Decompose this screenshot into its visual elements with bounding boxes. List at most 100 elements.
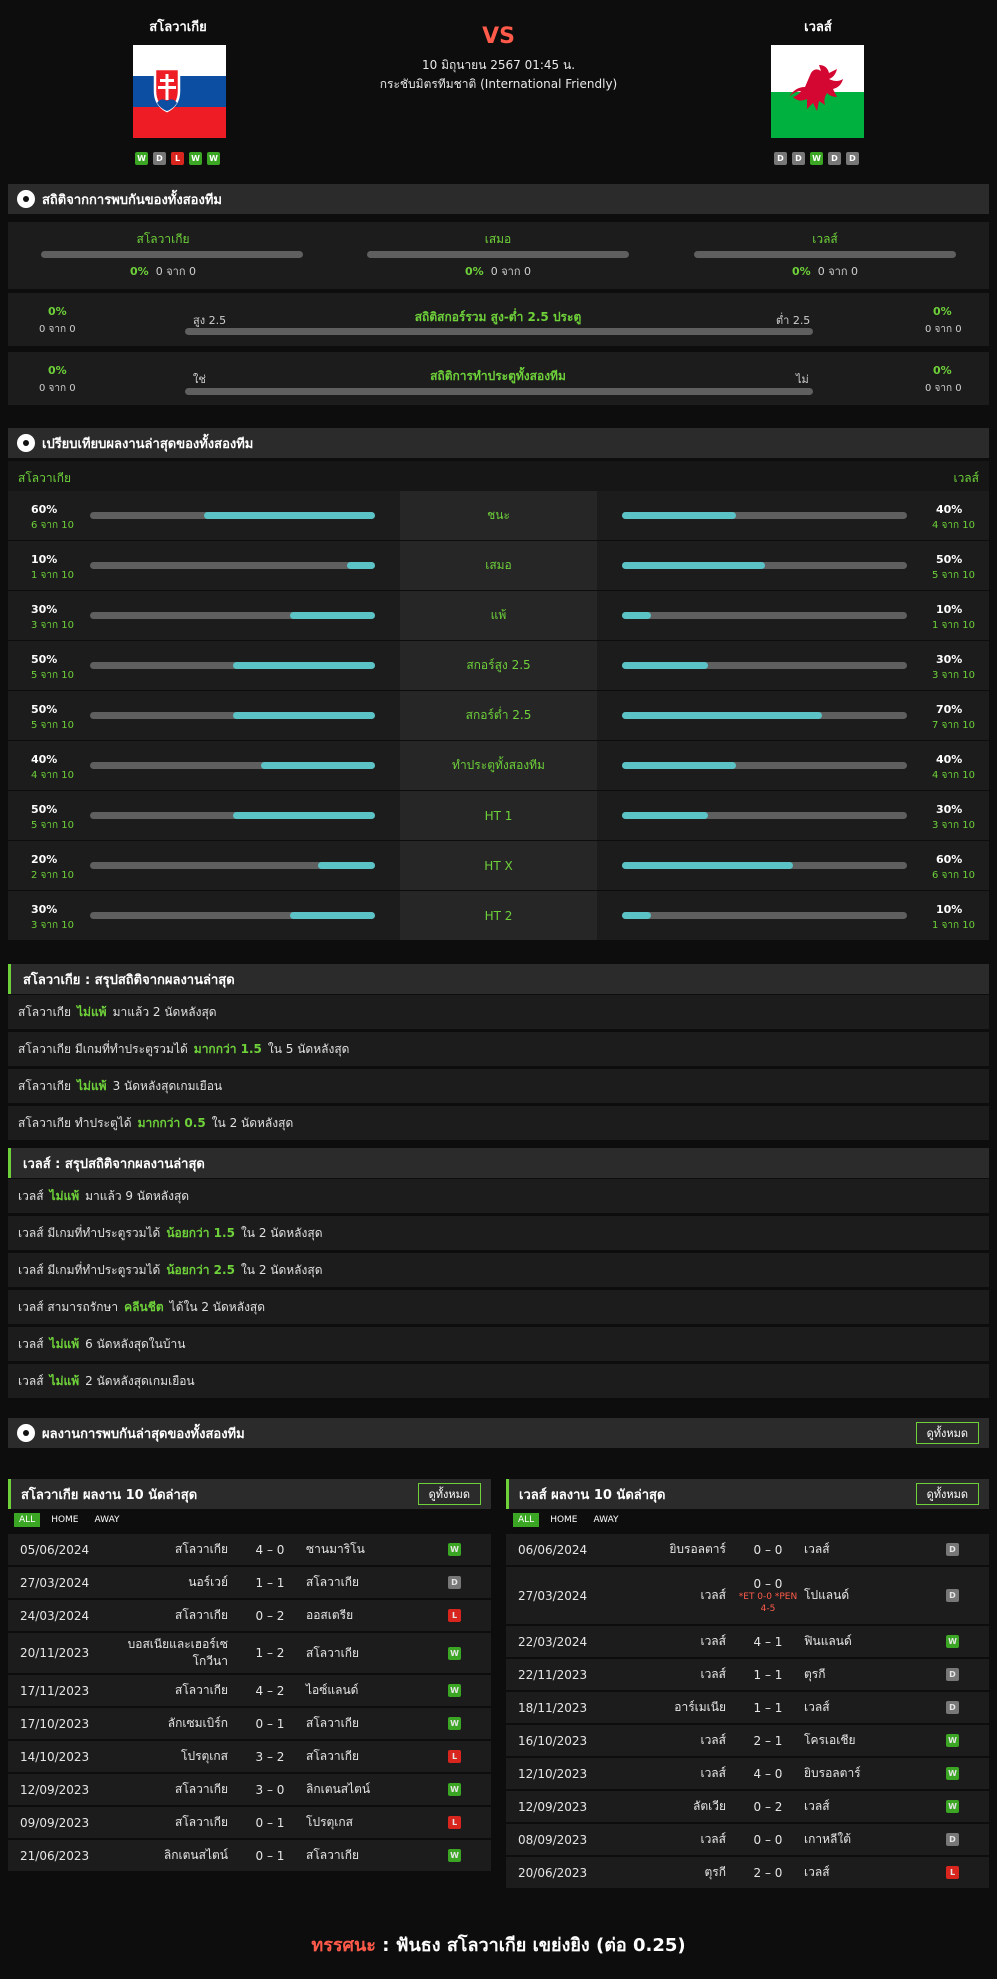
summary-highlight: ไม่แพ้ [77,1078,107,1093]
match-away: สโลวาเกีย [306,1749,359,1763]
match-score: 1 – 1 [734,1659,802,1690]
away-count: 3 จาก 10 [932,670,975,681]
home-team: เวลส์ [700,1766,726,1780]
ou-right-pct: 0% [933,305,952,318]
match-score: 0 – 2 [236,1600,304,1631]
tab-away[interactable]: AWAY [593,1515,619,1525]
match-home: สโลวาเกีย [113,1534,228,1565]
match-away: เวลส์ [804,1700,830,1714]
section-title: สโลวาเกีย : สรุปสถิติจากผลงานล่าสุด [23,972,235,988]
tab-away[interactable]: AWAY [94,1515,120,1525]
table-row[interactable]: 17/10/2023 ลักเซมเบิร์ก 0 – 1 สโลวาเกีย W [8,1708,491,1739]
table-row[interactable]: 12/10/2023 เวลส์ 4 – 0 ยิบรอลตาร์ W [506,1758,989,1789]
score: 3 – 2 [255,1749,285,1764]
match-home: ลักเซมเบิร์ก [113,1708,228,1739]
match-home: นอร์เวย์ [113,1567,228,1598]
home-team-name[interactable]: สโลวาเกีย [149,20,207,35]
summary-text: เวลส์ มีเกมที่ทำประตูรวมได้ [18,1225,161,1240]
table-row[interactable]: 27/03/2024 เวลส์ 0 – 0 *ET 0-0 *PEN 4-5 โปแลน… [506,1567,989,1624]
table-row[interactable]: 20/11/2023 บอสเนียและเฮอร์เซ โกวีนา 1 – 2 สโ… [8,1633,491,1673]
table-row[interactable]: 16/10/2023 เวลส์ 2 – 1 โครเอเชีย W [506,1725,989,1756]
match-away: สโลวาเกีย [306,1716,359,1730]
table-row[interactable]: 17/11/2023 สโลวาเกีย 4 – 2 ไอซ์แลนด์ W [8,1675,491,1706]
home-bar [90,662,375,669]
away-bar-fill [622,512,736,519]
home-team: สโลวาเกีย [175,1683,228,1697]
table-row[interactable]: 22/03/2024 เวลส์ 4 – 1 ฟินแลนด์ W [506,1626,989,1657]
match-date: 09/09/2023 [20,1815,90,1830]
match-home: เวลส์ [611,1659,726,1690]
tab-all[interactable]: ALL [513,1513,540,1527]
table-row[interactable]: 24/03/2024 สโลวาเกีย 0 – 2 ออสเตรีย L [8,1600,491,1631]
table-row[interactable]: 21/06/2023 ลิกเตนสไตน์ 0 – 1 สโลวาเกีย W [8,1840,491,1871]
ou-bar [185,328,813,335]
home-pct: 60% [31,503,58,516]
table-row[interactable]: 08/09/2023 เวลส์ 0 – 0 เกาหลีใต้ D [506,1824,989,1855]
table-row[interactable]: 09/09/2023 สโลวาเกีย 0 – 1 โปรตุเกส L [8,1807,491,1838]
home-count: 3 จาก 10 [31,920,74,931]
tab-home[interactable]: HOME [550,1515,578,1525]
away-pct: 40% [936,503,963,516]
away-bar-fill [622,712,822,719]
table-row[interactable]: 06/06/2024 ยิบรอลตาร์ 0 – 0 เวลส์ D [506,1534,989,1565]
table-row[interactable]: 14/10/2023 โปรตุเกส 3 – 2 สโลวาเกีย L [8,1741,491,1772]
away-bar-fill [622,812,708,819]
home-pct: 50% [31,703,58,716]
result-badge: W [448,1646,461,1660]
match-date: 06/06/2024 [518,1542,588,1557]
table-row[interactable]: 22/11/2023 เวลส์ 1 – 1 ตุรกี D [506,1659,989,1690]
away-bar [622,662,907,669]
home-team: ลิกเตนสไตน์ [163,1848,228,1862]
match-score: 0 – 0 [734,1534,802,1565]
home-bar [90,912,375,919]
summary-text: เวลส์ [18,1336,44,1351]
summary-highlight: คลีนชีต [124,1299,164,1314]
table-row[interactable]: 18/11/2023 อาร์เมเนีย 1 – 1 เวลส์ D [506,1692,989,1723]
away-team-name[interactable]: เวลส์ [804,20,832,35]
table-row[interactable]: 12/09/2023 ลัตเวีย 0 – 2 เวลส์ W [506,1791,989,1822]
summary-text: สโลวาเกีย [18,1004,71,1019]
tab-home[interactable]: HOME [51,1515,79,1525]
match-date: 18/11/2023 [518,1700,588,1715]
section-title: สถิติจากการพบกันของทั้งสองทีม [42,192,222,208]
ou-left-count: 0 จาก 0 [39,324,76,335]
summary-row: สโลวาเกีย ไม่แพ้ 3 นัดหลังสุดเกมเยือน [8,1069,989,1103]
match-date: 05/06/2024 [20,1542,90,1557]
compare-label: สกอร์ต่ำ 2.5 [400,691,597,740]
table-row[interactable]: 05/06/2024 สโลวาเกีย 4 – 0 ซานมาริโน W [8,1534,491,1565]
table-row[interactable]: 20/06/2023 ตุรกี 2 – 0 เวลส์ L [506,1857,989,1888]
summary-text: ใน 2 นัดหลังสุด [211,1115,294,1130]
ou-right-count: 0 จาก 0 [925,324,962,335]
match-away: ออสเตรีย [306,1608,354,1622]
prediction-text: ฟันธง สโลวาเกีย เขย่งยิง (ต่อ 0.25) [395,1935,686,1956]
score-note: 4-5 [760,1603,776,1614]
score: 4 – 0 [255,1542,285,1557]
form-badge: D [774,152,787,165]
summary-text: ใน 2 นัดหลังสุด [240,1225,323,1240]
compare-label: แพ้ [400,591,597,640]
match-date: 12/09/2023 [20,1782,90,1797]
match-date: 22/03/2024 [518,1634,588,1649]
table-title: สโลวาเกีย ผลงาน 10 นัดล่าสุด [21,1487,198,1503]
h2h-view-all-button[interactable]: ดูทั้งหมด [915,1422,979,1444]
away-bar [622,862,907,869]
score: 1 – 1 [753,1700,783,1715]
table-row[interactable]: 12/09/2023 สโลวาเกีย 3 – 0 ลิกเตนสไตน์ W [8,1774,491,1805]
away-pct: 30% [936,803,963,816]
vs-label: VS [482,24,515,49]
match-home: บอสเนียและเฮอร์เซ โกวีนา [113,1633,228,1673]
summary-text: เวลส์ [18,1373,44,1388]
score: 0 – 0 [753,1832,783,1847]
tab-all[interactable]: ALL [14,1513,41,1527]
away-bar-fill [622,912,651,919]
home-count: 1 จาก 10 [31,570,74,581]
home-view-all-button[interactable]: ดูทั้งหมด [417,1483,481,1505]
match-date: 08/09/2023 [518,1832,588,1847]
away-view-all-button[interactable]: ดูทั้งหมด [915,1483,979,1505]
away-bar [622,612,907,619]
summary-text: มาแล้ว 9 นัดหลังสุด [85,1188,190,1203]
score: 2 – 0 [753,1865,783,1880]
table-row[interactable]: 27/03/2024 นอร์เวย์ 1 – 1 สโลวาเกีย D [8,1567,491,1598]
result-badge: D [946,1543,959,1556]
away-bar-fill [622,762,736,769]
